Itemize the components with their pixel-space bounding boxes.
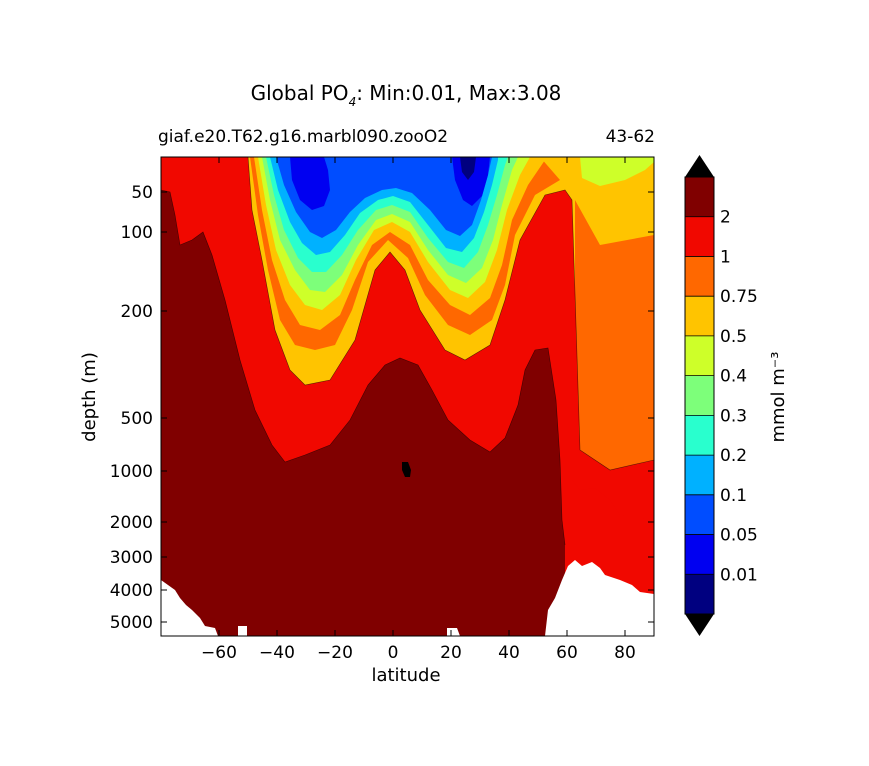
colorbar-swatch: [685, 574, 714, 614]
contour-field: [161, 157, 654, 636]
y-tick-label: 200: [121, 302, 153, 322]
colorbar-swatch: [685, 335, 714, 376]
x-tick-label: 80: [614, 643, 636, 663]
x-axis: −60 −40 −20 0 20 40 60 80: [201, 157, 636, 663]
colorbar-tick-label: 0.1: [720, 486, 747, 506]
colorbar-tick-label: 0.4: [720, 367, 747, 387]
missing-bathymetry-gap2: [447, 628, 460, 636]
missing-bathymetry-gap: [238, 626, 247, 636]
contour-lines: [161, 157, 654, 546]
colorbar-swatch: [685, 177, 714, 217]
contour-band-0.01-south: [290, 157, 330, 210]
y-tick-label: 100: [121, 223, 153, 243]
colorbar-swatch: [685, 415, 714, 456]
x-tick-label: 20: [440, 643, 462, 663]
colorbar: 0.01 0.05 0.1 0.2 0.3 0.4 0.5 0.75 1 2: [684, 155, 758, 636]
y-tick-label: 4000: [110, 581, 153, 601]
colorbar-tick-label: 0.05: [720, 526, 758, 546]
colorbar-label: mmol m⁻³: [768, 351, 789, 442]
x-tick-label: −40: [259, 643, 295, 663]
x-tick-label: 0: [388, 643, 399, 663]
y-tick-label: 50: [131, 183, 153, 203]
contour-band-black: [402, 462, 411, 477]
y-tick-label: 3000: [110, 548, 153, 568]
colorbar-swatch: [685, 296, 714, 336]
colorbar-tick-label: 0.2: [720, 446, 747, 466]
colorbar-swatch: [685, 256, 714, 297]
colorbar-tick-label: 0.75: [720, 287, 758, 307]
colorbar-frame: [684, 176, 715, 615]
colorbar-tick-label: 0.01: [720, 565, 758, 585]
chart-title: Global PO4: Min:0.01, Max:3.08: [251, 81, 562, 109]
colorbar-extend-min: [685, 614, 714, 636]
contour-band-0.01-north: [452, 157, 490, 206]
chart-subtitle-left: giaf.e20.T62.g16.marbl090.zooO2: [158, 127, 448, 147]
colorbar-swatch: [685, 534, 714, 575]
chart-subtitle-right: 43-62: [606, 127, 655, 147]
contour-band-arctic: [580, 157, 654, 186]
missing-bathymetry-north: [545, 560, 654, 636]
colorbar-extend-max: [685, 155, 714, 177]
colorbar-tick-label: 1: [720, 247, 731, 267]
x-axis-label: latitude: [371, 665, 440, 686]
colorbar-swatch: [685, 455, 714, 495]
x-tick-label: 40: [498, 643, 520, 663]
colorbar-tick-label: 0.3: [720, 406, 747, 426]
colorbar-tick-label: 2: [720, 208, 731, 228]
colorbar-swatch: [685, 216, 714, 257]
x-tick-label: 60: [556, 643, 578, 663]
contour-band-0.05: [276, 157, 492, 238]
colorbar-swatch: [685, 494, 714, 535]
colorbar-swatch: [685, 375, 714, 416]
missing-bathymetry-south: [161, 580, 218, 636]
contour-band-min-north: [460, 157, 476, 180]
x-tick-label: −60: [201, 643, 237, 663]
y-axis-label: depth (m): [79, 352, 100, 442]
plot-frame: [160, 156, 655, 637]
y-tick-label: 2000: [110, 513, 153, 533]
y-axis: 50 100 200 500 1000 2000 3000 4000 5000: [110, 183, 654, 633]
colorbar-tick-label: 0.5: [720, 327, 747, 347]
y-tick-label: 500: [121, 409, 153, 429]
contour-band-2: [161, 190, 565, 636]
y-tick-label: 5000: [110, 613, 153, 633]
y-tick-label: 1000: [110, 462, 153, 482]
x-tick-label: −20: [317, 643, 353, 663]
